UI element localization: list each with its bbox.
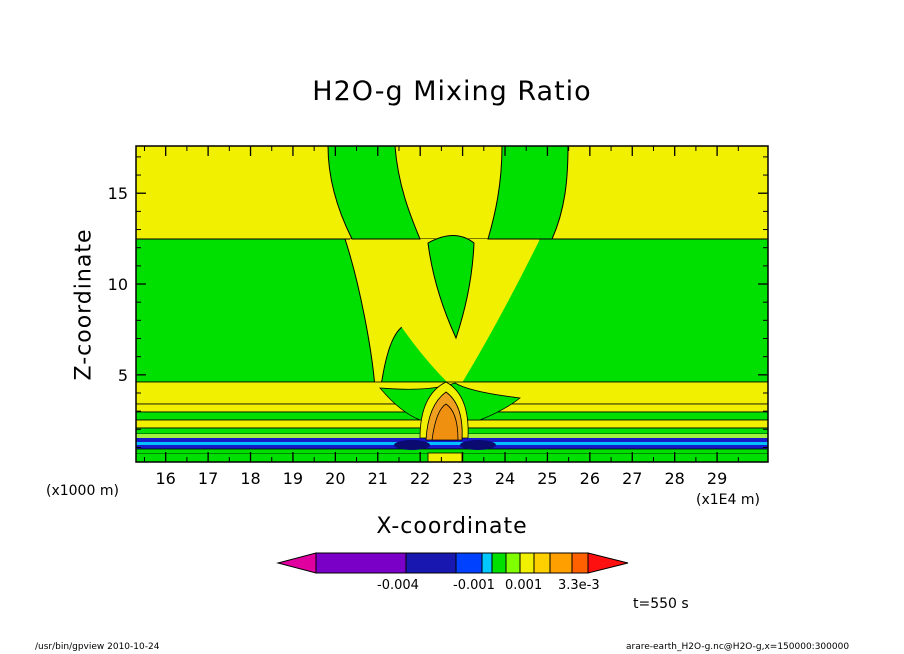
colorbar-tick-label: -0.004 — [377, 578, 419, 593]
x-tick-label: 18 — [240, 469, 260, 488]
region-cyan-layer — [136, 442, 768, 445]
colorbar-segment — [571, 552, 589, 574]
x-tick-label: 28 — [665, 469, 685, 488]
colorbar-arrow-right — [587, 552, 629, 574]
colorbar-segment — [481, 552, 493, 574]
region-green-column — [327, 146, 421, 240]
region-orange-core-inner — [431, 403, 459, 441]
x-tick-label: 16 — [156, 469, 176, 488]
region-dark-blue-cell — [460, 440, 496, 450]
contour-field — [136, 146, 768, 462]
region-green-column — [487, 146, 569, 240]
x-tick-label: 24 — [495, 469, 515, 488]
plot-frame — [135, 145, 769, 463]
chart-title: H2O-g Mixing Ratio — [312, 76, 592, 107]
colorbar-tick-label: 3.3e-3 — [558, 578, 600, 593]
colorbar-tick-label: 0.001 — [505, 578, 543, 593]
region-dark-blue-cell — [394, 440, 430, 450]
x-axis-label: X-coordinate — [376, 514, 528, 539]
x-tick-label: 27 — [622, 469, 642, 488]
region-green-teardrop — [427, 235, 475, 340]
time-label: t=550 s — [633, 596, 689, 612]
footer-left: /usr/bin/gpview 2010-10-24 — [35, 642, 160, 652]
colorbar-segment — [505, 552, 521, 574]
colorbar-segment — [455, 552, 483, 574]
colorbar-segment — [491, 552, 507, 574]
x-unit-label: (x1000 m) — [46, 483, 119, 499]
colorbar — [276, 552, 629, 574]
colorbar-segment — [405, 552, 457, 574]
x-tick-label: 23 — [452, 469, 472, 488]
colorbar-segment — [519, 552, 535, 574]
y-tick-label: 15 — [108, 184, 128, 203]
region-blue-layer — [136, 445, 768, 449]
x-tick-label: 29 — [707, 469, 727, 488]
x-tick-label: 21 — [368, 469, 388, 488]
y-axis-label: Z-coordinate — [71, 228, 97, 381]
x-tick-label: 22 — [410, 469, 430, 488]
x-tick-label: 26 — [580, 469, 600, 488]
colorbar-tick-label: -0.001 — [453, 578, 495, 593]
region-yellow-surface — [427, 452, 463, 462]
colorbar-segment — [315, 552, 407, 574]
x-tick-label: 20 — [325, 469, 345, 488]
colorbar-segment — [533, 552, 551, 574]
colorbar-arrow-left — [276, 552, 317, 574]
x-tick-label: 17 — [198, 469, 218, 488]
axes: 16 17 18 19 20 21 22 23 24 25 26 27 28 29 5 10 15 — [108, 145, 769, 488]
x-scale-label: (x1E4 m) — [696, 492, 760, 508]
y-tick-label: 10 — [108, 275, 128, 294]
footer-right: arare-earth_H2O-g.nc@H2O-g,x=150000:3000… — [626, 642, 850, 652]
y-tick-label: 5 — [118, 366, 128, 385]
x-tick-label: 19 — [283, 469, 303, 488]
colorbar-segment — [549, 552, 573, 574]
x-tick-label: 25 — [537, 469, 557, 488]
